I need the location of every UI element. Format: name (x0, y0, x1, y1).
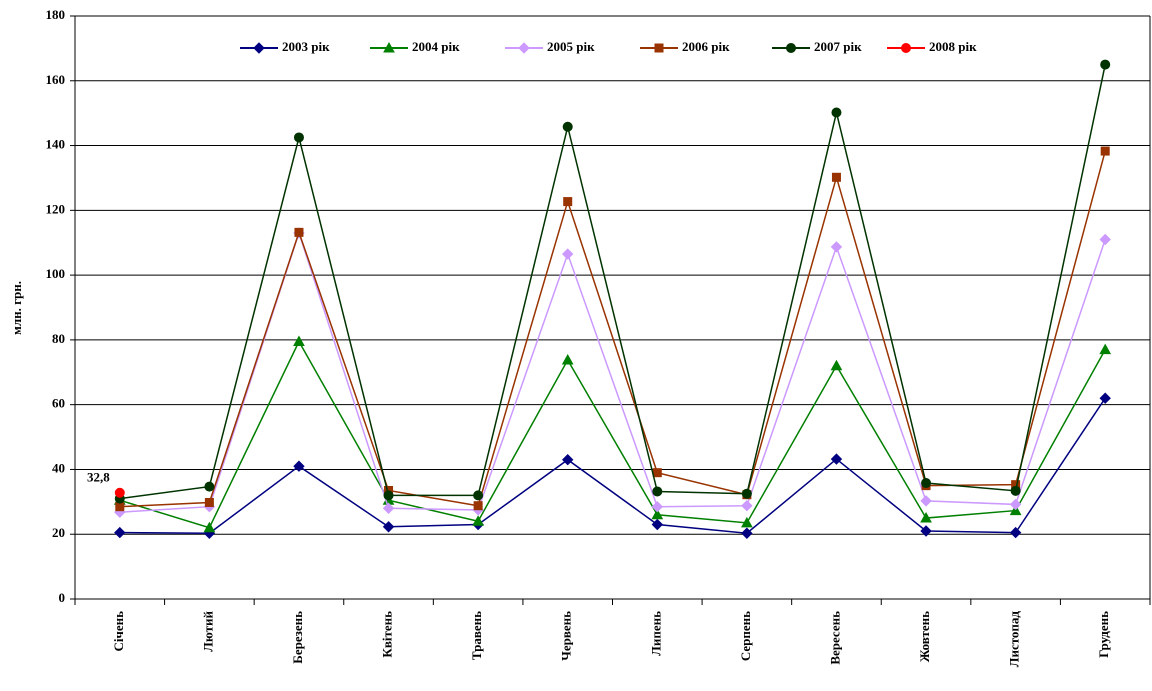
data-point (920, 495, 932, 507)
data-point (204, 497, 214, 507)
x-tick-label: Вересень (827, 611, 842, 665)
data-point (741, 500, 753, 512)
y-axis-label: млн. грн. (9, 281, 24, 335)
series-line (119, 397, 1106, 535)
data-point (293, 335, 305, 347)
y-tick-label: 100 (46, 266, 66, 281)
y-tick-label: 20 (52, 525, 65, 540)
data-point (293, 460, 305, 472)
y-tick-label: 120 (46, 201, 66, 216)
data-point (741, 488, 752, 499)
data-point (830, 241, 843, 253)
y-tick-label: 80 (52, 331, 65, 346)
data-point (830, 453, 843, 465)
x-tick-label: Квітень (380, 611, 395, 658)
data-label: 32,8 (87, 470, 110, 485)
x-tick-label: Травень (469, 611, 484, 660)
data-point (383, 490, 394, 501)
data-point (921, 478, 932, 489)
data-point (920, 511, 932, 523)
legend-label: 2005 рік (547, 39, 595, 54)
legend-label: 2006 рік (682, 39, 730, 54)
legend-marker (253, 42, 265, 54)
data-point (473, 501, 483, 511)
data-point (562, 248, 574, 260)
y-tick-label: 60 (52, 396, 65, 411)
data-point (1009, 526, 1022, 539)
y-tick-label: 180 (46, 7, 66, 22)
data-point (563, 197, 573, 207)
data-point (1100, 146, 1110, 156)
data-point (652, 486, 663, 497)
x-tick-label: Жовтень (917, 611, 932, 662)
y-tick-label: 0 (59, 590, 66, 605)
y-tick-label: 140 (46, 137, 66, 152)
legend-label: 2008 рік (929, 39, 977, 54)
data-point (1099, 392, 1111, 404)
x-tick-label: Лютий (200, 611, 215, 652)
data-point (1099, 343, 1112, 355)
data-point (562, 121, 573, 132)
legend-marker (518, 42, 530, 54)
data-point (652, 468, 662, 478)
data-point (831, 172, 841, 182)
data-point (382, 521, 395, 533)
x-tick-label: Липень (648, 611, 663, 656)
legend-label: 2007 рік (814, 39, 862, 54)
data-point (1099, 233, 1111, 246)
data-point (294, 227, 304, 237)
data-point (1009, 498, 1022, 511)
x-tick-label: Січень (111, 611, 126, 652)
data-point (1010, 485, 1021, 496)
data-point (830, 359, 843, 371)
data-point (382, 502, 395, 515)
data-point (114, 487, 125, 498)
series-line (119, 339, 1106, 529)
x-tick-label: Серпень (738, 611, 753, 661)
series-line (119, 150, 1106, 508)
data-point (114, 526, 126, 539)
data-point (831, 107, 842, 118)
data-point (1100, 59, 1111, 70)
series-line (119, 64, 1106, 500)
legend-marker (786, 43, 796, 53)
x-tick-label: Листопад (1007, 611, 1022, 668)
data-point (203, 521, 216, 533)
y-tick-label: 40 (52, 460, 65, 475)
legend-label: 2003 рік (282, 39, 330, 54)
x-tick-label: Березень (290, 611, 305, 664)
legend-label: 2004 рік (412, 39, 460, 54)
legend-marker (654, 43, 664, 53)
legend-marker (383, 41, 395, 53)
legend-marker (901, 43, 911, 53)
data-point (204, 481, 215, 492)
x-tick-label: Грудень (1096, 611, 1111, 658)
data-point (473, 490, 484, 501)
data-point (115, 502, 125, 512)
data-point (920, 525, 932, 537)
y-tick-label: 160 (46, 72, 66, 87)
data-point (741, 516, 753, 528)
data-point (651, 508, 664, 520)
data-point (562, 454, 574, 466)
data-point (741, 527, 753, 539)
x-tick-label: Червень (559, 611, 574, 661)
data-point (651, 518, 663, 531)
data-point (293, 132, 304, 143)
data-point (561, 353, 574, 365)
data-point (651, 500, 663, 513)
data-point (472, 515, 484, 526)
